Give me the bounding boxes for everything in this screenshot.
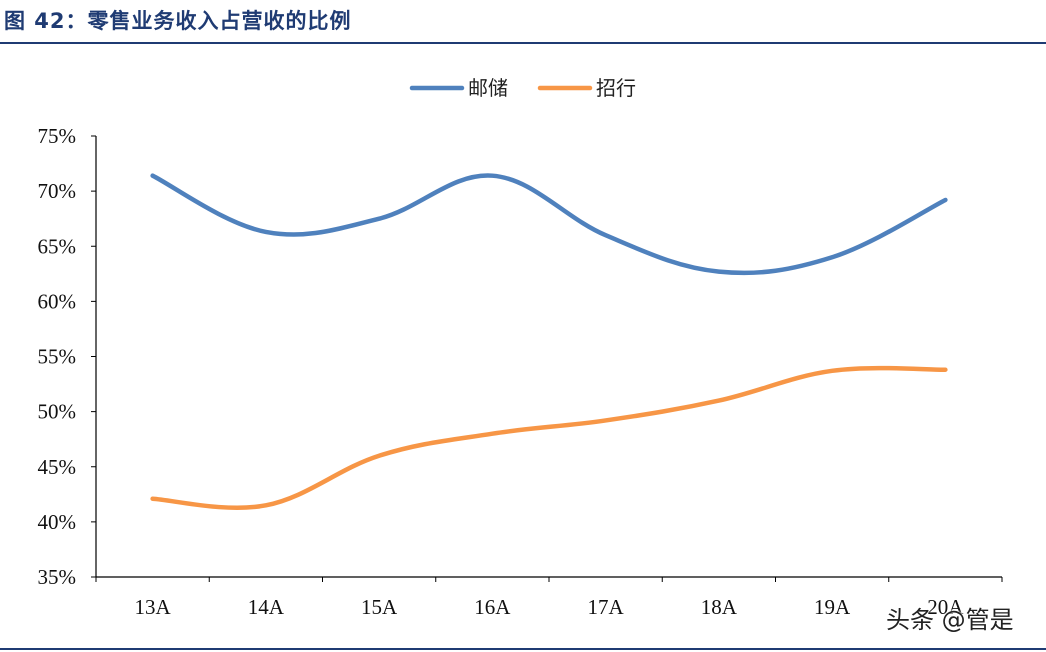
y-tick-label: 35% — [38, 565, 77, 589]
title-divider — [0, 42, 1046, 44]
y-tick-label: 45% — [38, 455, 77, 479]
x-tick-label: 13A — [135, 595, 172, 619]
y-tick-label: 55% — [38, 345, 77, 369]
y-tick-label: 50% — [38, 400, 77, 424]
chart-legend: 邮储 招行 — [409, 76, 636, 100]
y-tick-label: 75% — [38, 124, 77, 148]
x-tick-label: 18A — [701, 595, 738, 619]
y-axis: 35% 40% 45% 50% 55% 60% 65% 70% 75% — [38, 124, 97, 589]
legend-label: 邮储 — [468, 76, 508, 100]
figure-title: 图 42：零售业务收入占营收的比例 — [4, 9, 352, 33]
series-line-2 — [150, 365, 948, 510]
y-tick-label: 70% — [38, 179, 77, 203]
watermark: 头条 @管是 — [886, 606, 1014, 634]
x-tick-label: 17A — [588, 595, 625, 619]
x-tick-label: 14A — [248, 595, 285, 619]
y-tick-label: 40% — [38, 510, 77, 534]
x-tick-label: 15A — [361, 595, 398, 619]
legend-label: 招行 — [596, 76, 636, 100]
y-tick-label: 65% — [38, 234, 77, 258]
bottom-divider — [0, 648, 1046, 650]
y-tick-label: 60% — [38, 289, 77, 313]
x-tick-label: 20A — [927, 595, 964, 619]
x-tick-label: 16A — [474, 595, 511, 619]
x-axis: 13A 14A 15A 16A 17A 18A 19A 20A — [95, 576, 1003, 619]
chart-series — [150, 173, 948, 510]
series-line-1 — [150, 173, 948, 276]
x-tick-label: 19A — [814, 595, 851, 619]
